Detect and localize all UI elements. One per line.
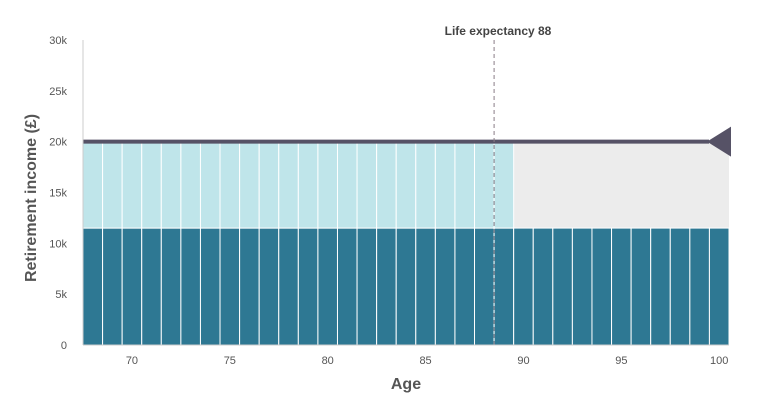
bar-guaranteed-age-91	[532, 227, 554, 346]
y-tick-label: 15k	[49, 188, 67, 200]
bar-additional-age-81	[336, 141, 358, 229]
bar-guaranteed-age-81	[336, 227, 358, 346]
x-tick-label: 95	[615, 355, 627, 367]
bar-guaranteed-age-86	[434, 227, 456, 346]
bar-guaranteed-age-94	[591, 227, 613, 346]
bar-guaranteed-age-100	[708, 227, 730, 346]
life-expectancy-label: Life expectancy 88	[445, 24, 552, 38]
bar-additional-age-72	[160, 141, 182, 229]
bar-guaranteed-age-82	[356, 227, 378, 346]
overlay-layer	[83, 40, 731, 345]
bar-guaranteed-age-76	[239, 227, 260, 346]
bar-guaranteed-age-75	[219, 227, 241, 346]
bar-guaranteed-age-72	[160, 227, 182, 346]
bar-guaranteed-age-93	[571, 227, 593, 346]
bar-guaranteed-age-80	[317, 227, 338, 346]
y-tick-label: 5k	[55, 289, 67, 301]
bar-guaranteed-age-97	[650, 227, 671, 346]
y-tick-label: 10k	[49, 238, 67, 250]
bar-additional-age-79	[297, 141, 319, 229]
x-tick-label: 75	[224, 355, 236, 367]
bar-guaranteed-age-90	[513, 227, 534, 346]
bars-layer	[82, 141, 730, 346]
bar-guaranteed-age-96	[630, 227, 652, 346]
x-tick-label: 90	[517, 355, 529, 367]
bar-guaranteed-age-95	[611, 227, 632, 346]
x-axis-title: Age	[391, 376, 421, 393]
y-tick-label: 30k	[49, 35, 67, 47]
bar-additional-age-89	[493, 141, 515, 229]
bar-guaranteed-age-74	[199, 227, 221, 346]
bar-guaranteed-age-98	[669, 227, 691, 346]
bar-additional-age-88	[474, 141, 495, 229]
bar-additional-age-74	[199, 141, 221, 229]
bar-additional-age-80	[317, 141, 338, 229]
bar-additional-age-69	[102, 141, 123, 229]
bar-guaranteed-age-88	[474, 227, 495, 346]
bar-additional-age-76	[239, 141, 260, 229]
bar-guaranteed-age-92	[552, 227, 573, 346]
bar-additional-age-85	[415, 141, 436, 229]
bar-additional-age-84	[395, 141, 417, 229]
bar-guaranteed-age-79	[297, 227, 319, 346]
bar-guaranteed-age-99	[689, 227, 710, 346]
bar-guaranteed-age-85	[415, 227, 436, 346]
shortfall-area	[513, 141, 729, 229]
y-tick-label: 0	[61, 340, 67, 352]
x-tick-label: 100	[710, 355, 728, 367]
bar-additional-age-75	[219, 141, 241, 229]
bar-guaranteed-age-87	[454, 227, 476, 346]
bar-guaranteed-age-89	[493, 227, 515, 346]
y-tick-label: 25k	[49, 86, 67, 98]
bar-guaranteed-age-78	[278, 227, 299, 346]
bar-guaranteed-age-77	[258, 227, 280, 346]
bar-guaranteed-age-70	[121, 227, 143, 346]
bar-additional-age-87	[454, 141, 476, 229]
bar-additional-age-82	[356, 141, 378, 229]
x-tick-label: 70	[126, 355, 138, 367]
bar-additional-age-71	[141, 141, 162, 229]
x-tick-label: 80	[322, 355, 334, 367]
bar-additional-age-68	[82, 141, 104, 229]
bar-guaranteed-age-68	[82, 227, 104, 346]
bar-guaranteed-age-83	[376, 227, 397, 346]
bar-additional-age-70	[121, 141, 143, 229]
bar-additional-age-86	[434, 141, 456, 229]
bar-additional-age-77	[258, 141, 280, 229]
x-tick-label: 85	[419, 355, 431, 367]
y-tick-label: 20k	[49, 137, 67, 149]
bar-guaranteed-age-71	[141, 227, 162, 346]
bar-additional-age-78	[278, 141, 299, 229]
bar-guaranteed-age-73	[180, 227, 201, 346]
y-axis-title: Retirement income (£)	[23, 114, 40, 282]
axes-layer: 0 5k 10k 15k 20k 25k 30k 70 75 80 85 90 95 100	[49, 35, 729, 367]
bar-guaranteed-age-69	[102, 227, 123, 346]
bar-additional-age-73	[180, 141, 201, 229]
target-income-handle-icon	[707, 126, 731, 157]
bar-additional-age-83	[376, 141, 397, 229]
bar-guaranteed-age-84	[395, 227, 417, 346]
